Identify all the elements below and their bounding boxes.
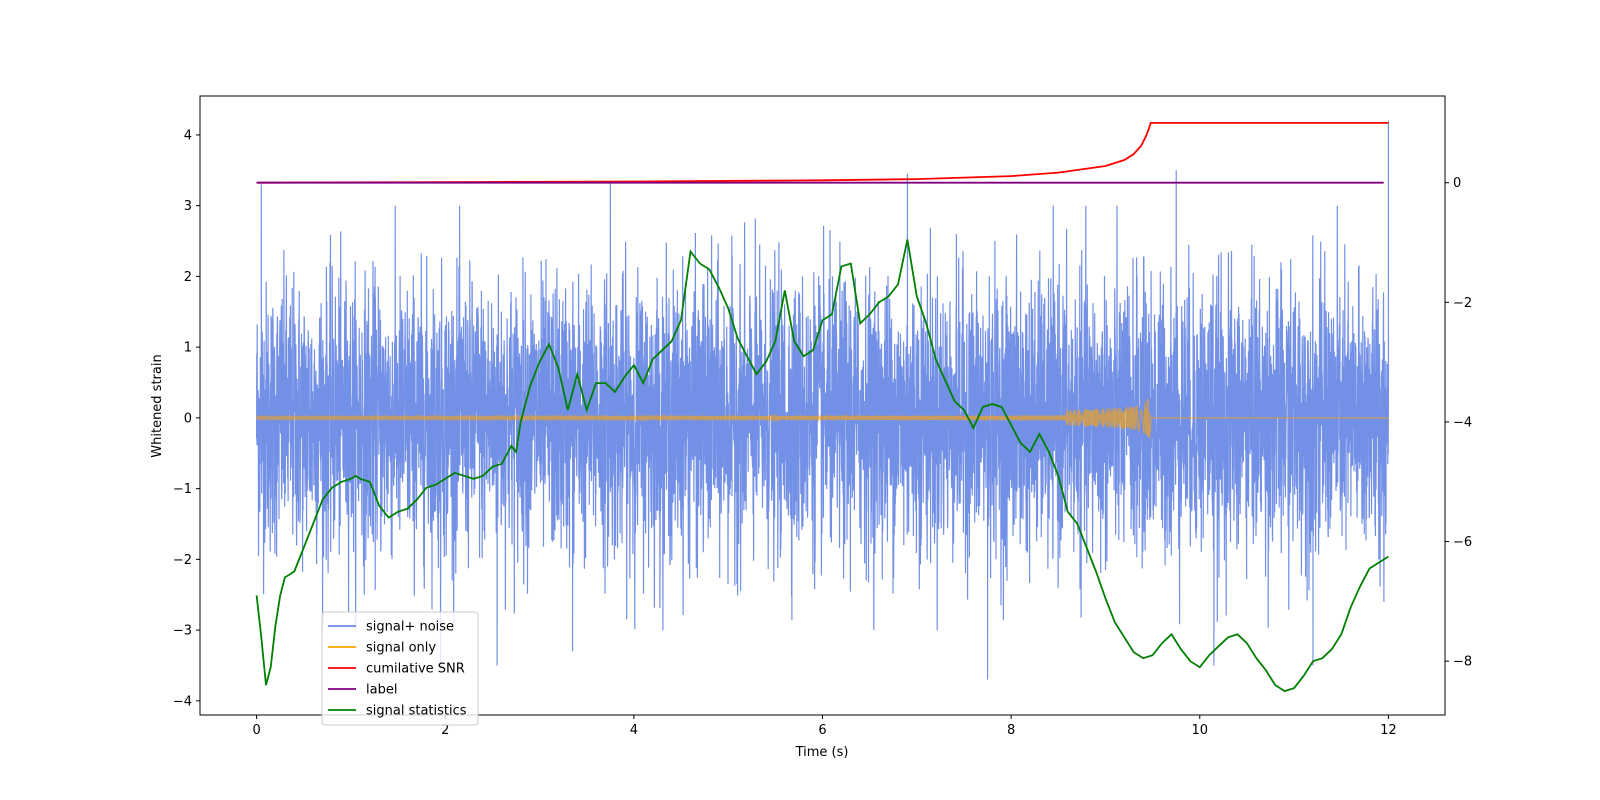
y-tick-label: −1 (173, 482, 192, 497)
y-axis-label: Whitened strain (150, 354, 165, 457)
x-tick-label: 2 (441, 723, 449, 738)
y-tick-label: 4 (184, 128, 192, 143)
series-signal-only (256, 398, 1389, 439)
x-axis-label: Time (s) (795, 745, 849, 760)
x-tick-label: 12 (1380, 723, 1397, 738)
y2-tick-label: −4 (1453, 415, 1472, 430)
x-tick-label: 4 (630, 723, 638, 738)
series-signal-noise (256, 120, 1389, 680)
x-tick-label: 10 (1191, 723, 1208, 738)
y-tick-label: −3 (173, 624, 192, 639)
y-tick-label: 0 (184, 411, 192, 426)
plot-area (255, 120, 1389, 693)
x-tick-label: 8 (1007, 723, 1015, 738)
series-signal-statistics (255, 239, 1389, 693)
legend-label: signal only (366, 641, 436, 656)
legend-box (321, 611, 479, 726)
x-tick-label: 0 (252, 723, 260, 738)
y2-tick-label: −6 (1453, 535, 1472, 550)
y-tick-label: 2 (184, 270, 192, 285)
y2-tick-label: −8 (1453, 655, 1472, 670)
y-tick-label: 1 (184, 341, 192, 356)
y-tick-label: −2 (173, 553, 192, 568)
legend: signal+ noise signal only cumilative SNR la… (321, 611, 479, 726)
legend-label: signal statistics (366, 704, 467, 719)
y2-tick-label: −2 (1453, 296, 1472, 311)
y-tick-label: −4 (173, 694, 192, 709)
y-tick-label: 3 (184, 199, 192, 214)
legend-label: signal+ noise (366, 620, 454, 635)
x-tick-label: 6 (818, 723, 826, 738)
legend-label: cumilative SNR (366, 662, 465, 677)
series-cumulative-snr (256, 122, 1389, 184)
y2-tick-label: 0 (1453, 176, 1461, 191)
legend-label: label (366, 683, 397, 698)
